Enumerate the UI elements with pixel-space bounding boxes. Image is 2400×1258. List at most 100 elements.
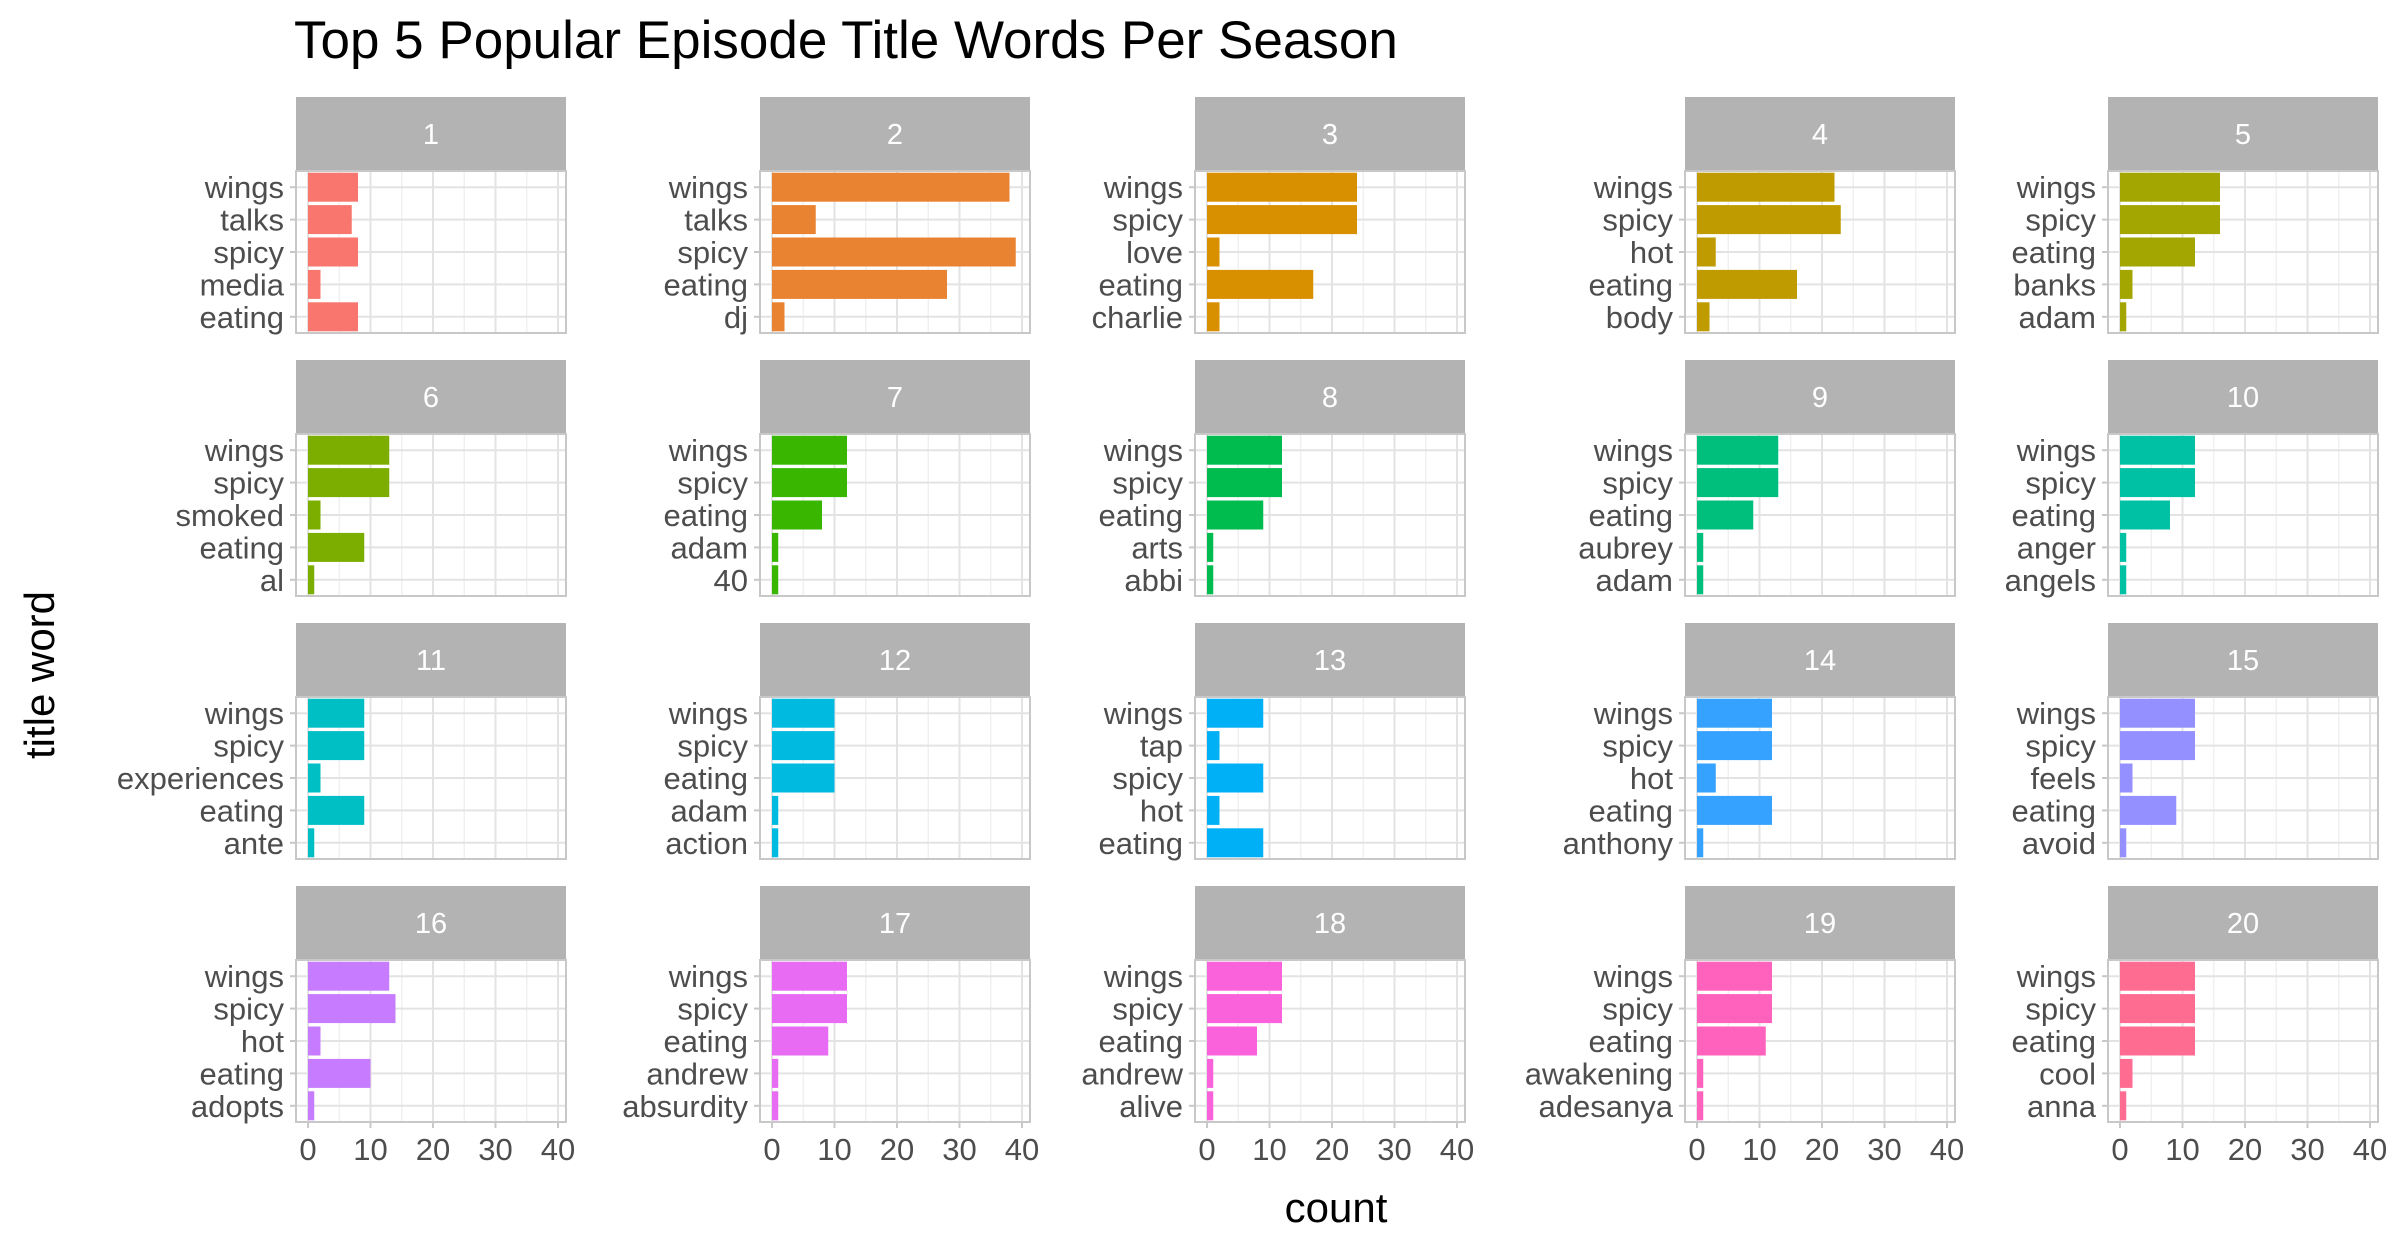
y-tick-label: talks (220, 203, 284, 238)
bar-eating (1207, 500, 1264, 530)
facet-strip-label: 16 (415, 908, 447, 940)
bar-40 (772, 565, 779, 595)
y-tick-label: andrew (646, 1056, 748, 1091)
bar-adam (772, 532, 779, 562)
y-tick-label: wings (2016, 959, 2096, 994)
y-tick-label: wings (668, 959, 748, 994)
y-tick-label: feels (2031, 761, 2096, 796)
bar-wings (2120, 435, 2195, 465)
bar-wings (1207, 698, 1264, 728)
bar-wings (1207, 172, 1357, 202)
x-tick-label: 10 (353, 1132, 387, 1167)
facet-strip-label: 19 (1804, 908, 1836, 940)
bar-wings (1697, 435, 1779, 465)
y-tick-label: spicy (213, 992, 284, 1027)
y-tick-label: anthony (1563, 826, 1674, 861)
facet-strip-label: 15 (2227, 645, 2259, 677)
bar-wings (308, 172, 358, 202)
bar-spicy (1207, 994, 1282, 1024)
y-tick-label: spicy (1602, 466, 1673, 501)
y-tick-label: wings (1593, 433, 1673, 468)
y-tick-label: anna (2027, 1089, 2097, 1124)
x-tick-label: 0 (299, 1132, 316, 1167)
y-tick-label: tap (1140, 729, 1183, 764)
y-tick-label: spicy (677, 235, 748, 270)
y-tick-label: dj (724, 300, 748, 335)
facet-strip-label: 14 (1804, 645, 1836, 677)
bar-awakening (1697, 1058, 1704, 1088)
y-tick-label: spicy (1602, 203, 1673, 238)
x-tick-label: 30 (1377, 1132, 1411, 1167)
bar-abbi (1207, 565, 1214, 595)
bar-eating (1697, 795, 1772, 825)
bar-eating (2120, 1026, 2195, 1056)
facet-strip (760, 886, 1030, 960)
bar-wings (1207, 961, 1282, 991)
y-tick-label: spicy (2025, 729, 2096, 764)
facet-strip (296, 97, 566, 171)
bar-eating (1207, 828, 1264, 858)
y-tick-label: spicy (213, 729, 284, 764)
y-tick-label: awakening (1525, 1056, 1673, 1091)
y-tick-label: eating (200, 300, 284, 335)
x-tick-label: 20 (1315, 1132, 1349, 1167)
y-tick-label: spicy (1112, 761, 1183, 796)
bar-wings (772, 698, 835, 728)
bar-wings (1697, 698, 1772, 728)
y-tick-label: eating (1589, 793, 1673, 828)
bar-spicy (308, 468, 390, 498)
bar-wings (772, 172, 1010, 202)
bar-alive (1207, 1091, 1214, 1121)
bar-wings (308, 435, 390, 465)
x-tick-label: 20 (880, 1132, 914, 1167)
facet-strip-label: 4 (1812, 119, 1828, 151)
y-tick-label: charlie (1092, 300, 1183, 335)
bar-eating (772, 269, 947, 299)
y-tick-label: adam (670, 793, 748, 828)
x-tick-label: 40 (1005, 1132, 1039, 1167)
bar-eating (308, 1058, 371, 1088)
y-tick-label: eating (1099, 498, 1183, 533)
y-tick-label: spicy (2025, 466, 2096, 501)
bar-eating (308, 302, 358, 332)
bar-eating (1207, 1026, 1257, 1056)
bar-eating (772, 500, 822, 530)
bar-absurdity (772, 1091, 779, 1121)
y-tick-label: talks (684, 203, 748, 238)
bar-spicy (308, 994, 396, 1024)
y-tick-label: ante (224, 826, 284, 861)
y-tick-label: wings (1593, 170, 1673, 205)
y-tick-label: hot (1630, 761, 1673, 796)
y-tick-label: spicy (1112, 992, 1183, 1027)
y-tick-label: arts (1131, 530, 1183, 565)
bar-anger (2120, 532, 2127, 562)
y-tick-label: wings (204, 170, 284, 205)
bar-spicy (2120, 205, 2220, 235)
x-tick-label: 40 (2353, 1132, 2387, 1167)
bar-action (772, 828, 779, 858)
y-tick-label: absurdity (622, 1089, 748, 1124)
facet-strip (296, 623, 566, 697)
y-tick-label: wings (1103, 959, 1183, 994)
y-tick-label: eating (2012, 1024, 2096, 1059)
bar-eating (772, 1026, 829, 1056)
bar-spicy (1207, 205, 1357, 235)
bar-spicy (772, 731, 835, 761)
y-tick-label: adesanya (1539, 1089, 1674, 1124)
y-tick-label: eating (1099, 1024, 1183, 1059)
bar-arts (1207, 532, 1214, 562)
facet-strip-label: 12 (879, 645, 911, 677)
x-tick-label: 40 (1930, 1132, 1964, 1167)
facet-strip (1195, 623, 1465, 697)
y-tick-label: spicy (1602, 729, 1673, 764)
facet-strip-label: 17 (879, 908, 911, 940)
y-tick-label: smoked (175, 498, 284, 533)
bar-eating (1697, 269, 1797, 299)
y-tick-label: cool (2039, 1056, 2096, 1091)
y-tick-label: eating (200, 1056, 284, 1091)
